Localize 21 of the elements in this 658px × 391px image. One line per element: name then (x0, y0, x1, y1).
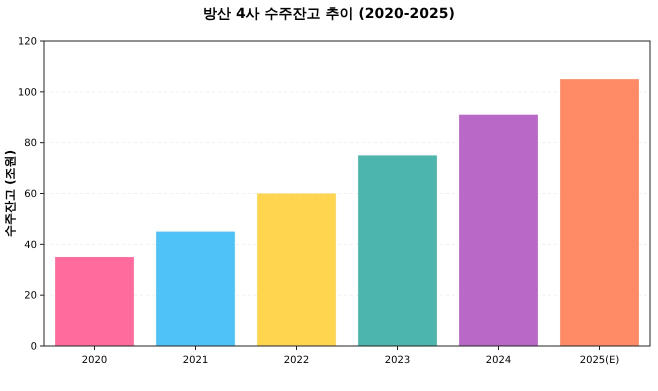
x-tick-label: 2025(E) (580, 355, 620, 366)
chart-title: 방산 4사 수주잔고 추이 (2020-2025) (203, 6, 455, 22)
y-axis-title: 수주잔고 (조원) (3, 150, 17, 238)
y-tick-label: 0 (30, 342, 37, 352)
x-tick-label: 2024 (486, 355, 512, 366)
bar (55, 257, 134, 346)
bar (358, 155, 437, 346)
x-tick-label: 2023 (384, 355, 410, 366)
bar (156, 232, 235, 346)
x-tick-label: 2020 (82, 355, 108, 366)
bar (459, 114, 538, 346)
x-tick-label: 2021 (182, 355, 208, 366)
y-tick-label: 100 (18, 87, 37, 98)
y-tick-label: 40 (24, 240, 37, 251)
y-tick-label: 60 (24, 189, 37, 200)
y-tick-label: 20 (24, 290, 37, 302)
bar (257, 194, 336, 346)
bar (560, 79, 639, 346)
x-tick-label: 2022 (284, 355, 310, 366)
y-tick-label: 80 (24, 138, 37, 150)
y-tick-label: 120 (18, 36, 37, 48)
